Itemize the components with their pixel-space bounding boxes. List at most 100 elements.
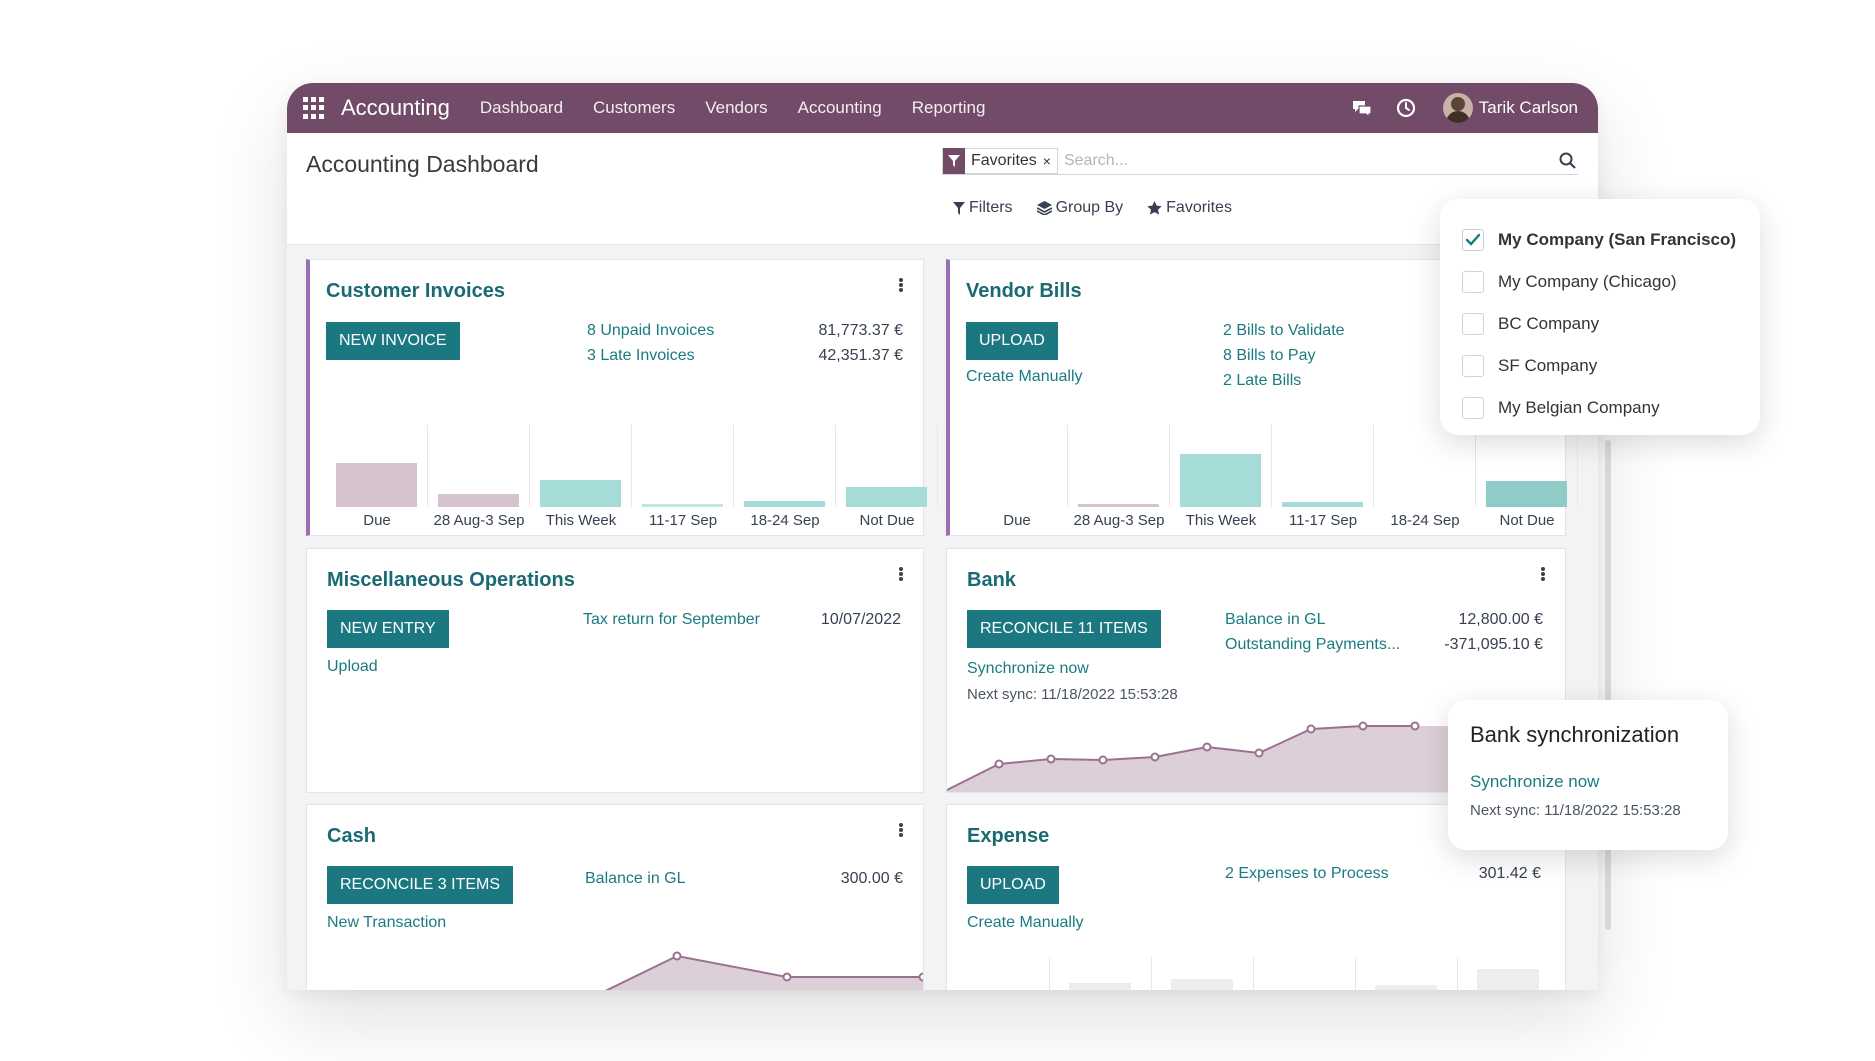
bar-label: This Week	[1185, 512, 1257, 529]
user-avatar[interactable]	[1442, 93, 1473, 123]
bar-column[interactable]	[632, 425, 734, 507]
bar-label: 18-24 Sep	[750, 512, 820, 529]
late-invoices-link[interactable]: 3 Late Invoices	[587, 347, 695, 364]
create-bill-manually-link[interactable]: Create Manually	[966, 368, 1083, 385]
card-title[interactable]: Expense	[967, 825, 1050, 847]
card-title[interactable]: Bank	[967, 569, 1016, 591]
search-input[interactable]	[1063, 151, 1556, 170]
journal-card-customer-invoices: Customer Invoices NEW INVOICE 8 Unpaid I…	[306, 259, 938, 536]
nav-accounting[interactable]: Accounting	[797, 98, 882, 117]
bank-balance-line-chart	[947, 721, 1565, 792]
card-title[interactable]: Customer Invoices	[326, 280, 505, 302]
upload-bill-button[interactable]: UPLOAD	[966, 322, 1058, 360]
facet-label: Favorites	[971, 151, 1037, 169]
company-option[interactable]: My Company (San Francisco)	[1462, 219, 1738, 261]
expenses-amount: 301.42 €	[1478, 865, 1541, 882]
nav-customers[interactable]: Customers	[593, 98, 676, 117]
more-options-icon[interactable]	[899, 567, 903, 581]
more-options-icon[interactable]	[899, 278, 903, 292]
new-transaction-link[interactable]: New Transaction	[327, 914, 447, 931]
bar-column[interactable]	[1476, 425, 1578, 507]
company-option[interactable]: BC Company	[1462, 303, 1738, 345]
nav-dashboard[interactable]: Dashboard	[479, 98, 564, 117]
late-bills-link[interactable]: 2 Late Bills	[1223, 372, 1302, 389]
checkbox[interactable]	[1462, 271, 1484, 293]
bar-label: This Week	[545, 512, 617, 529]
user-name[interactable]: Tarik Carlson	[1478, 98, 1578, 117]
bar-11-17sep	[1282, 502, 1363, 507]
card-title[interactable]: Cash	[327, 825, 376, 847]
facet-remove-icon[interactable]: ×	[1042, 152, 1051, 169]
more-options-icon[interactable]	[899, 823, 903, 837]
new-entry-button[interactable]: NEW ENTRY	[327, 610, 449, 648]
outstanding-payments-amount: -371,095.10 €	[1444, 636, 1543, 653]
company-option[interactable]: My Belgian Company	[1462, 387, 1738, 429]
apps-menu-icon[interactable]	[303, 97, 325, 119]
bar-column[interactable]	[1272, 425, 1374, 507]
nav-reporting[interactable]: Reporting	[911, 98, 986, 117]
expense-bar-chart	[947, 957, 1565, 990]
bar-column[interactable]	[1374, 425, 1476, 507]
cash-balance-in-gl-link[interactable]: Balance in GL	[585, 870, 686, 887]
journal-card-misc-operations: Miscellaneous Operations NEW ENTRY Uploa…	[306, 548, 924, 793]
bar-label: Due	[363, 512, 391, 529]
bar-28aug-3sep	[1078, 504, 1159, 507]
bar-28aug-3sep	[438, 494, 519, 507]
outstanding-payments-link[interactable]: Outstanding Payments...	[1225, 636, 1401, 653]
bar-due	[336, 463, 417, 507]
more-options-icon[interactable]	[1541, 567, 1545, 581]
activity-clock-icon[interactable]	[1393, 95, 1419, 121]
popup-synchronize-now-link[interactable]: Synchronize now	[1470, 772, 1600, 791]
bar-column[interactable]	[966, 425, 1068, 507]
bills-to-validate-link[interactable]: 2 Bills to Validate	[1223, 322, 1345, 339]
bar	[1171, 979, 1233, 990]
company-option[interactable]: SF Company	[1462, 345, 1738, 387]
card-title[interactable]: Miscellaneous Operations	[327, 569, 575, 591]
synchronize-now-link[interactable]: Synchronize now	[967, 660, 1089, 677]
chat-icon[interactable]	[1349, 95, 1375, 121]
company-name: My Belgian Company	[1498, 398, 1660, 417]
checkbox[interactable]	[1462, 355, 1484, 377]
upload-entry-link[interactable]: Upload	[327, 658, 378, 675]
bills-to-pay-link[interactable]: 8 Bills to Pay	[1223, 347, 1316, 364]
bar-column[interactable]	[734, 425, 836, 507]
star-icon	[1147, 201, 1162, 215]
bar-column[interactable]	[1170, 425, 1272, 507]
popup-title: Bank synchronization	[1470, 722, 1680, 747]
chart-divider	[1151, 957, 1152, 990]
reconcile-bank-button[interactable]: RECONCILE 11 ITEMS	[967, 610, 1161, 648]
bar-column[interactable]	[326, 425, 428, 507]
search-bar: Favorites ×	[942, 147, 1578, 175]
app-brand[interactable]: Accounting	[341, 95, 450, 120]
bar-label: 28 Aug-3 Sep	[1073, 512, 1165, 529]
chart-divider	[1049, 957, 1050, 990]
company-name: BC Company	[1498, 314, 1600, 333]
bar-11-17sep	[642, 504, 723, 507]
bar-column[interactable]	[530, 425, 632, 507]
bar-column[interactable]	[836, 425, 938, 507]
filters-button[interactable]: Filters	[953, 199, 1013, 217]
reconcile-cash-button[interactable]: RECONCILE 3 ITEMS	[327, 866, 514, 904]
card-title[interactable]: Vendor Bills	[966, 280, 1082, 302]
journal-card-cash: Cash RECONCILE 3 ITEMS New Transaction B…	[306, 804, 924, 990]
unpaid-invoices-link[interactable]: 8 Unpaid Invoices	[587, 322, 715, 339]
bills-bar-chart: Due 28 Aug-3 Sep This Week 11-17 Sep 18-…	[966, 425, 1578, 535]
company-option[interactable]: My Company (Chicago)	[1462, 261, 1738, 303]
checkbox-checked[interactable]	[1462, 229, 1484, 251]
expenses-to-process-link[interactable]: 2 Expenses to Process	[1225, 865, 1389, 882]
tax-return-link[interactable]: Tax return for September	[583, 611, 760, 628]
bar-column[interactable]	[428, 425, 530, 507]
create-expense-manually-link[interactable]: Create Manually	[967, 914, 1084, 931]
dashboard-scrollbar[interactable]	[1605, 440, 1611, 930]
new-invoice-button[interactable]: NEW INVOICE	[326, 322, 460, 360]
upload-expense-button[interactable]: UPLOAD	[967, 866, 1059, 904]
favorites-button[interactable]: Favorites	[1147, 199, 1232, 217]
checkbox[interactable]	[1462, 397, 1484, 419]
balance-in-gl-link[interactable]: Balance in GL	[1225, 611, 1326, 628]
group-by-button[interactable]: Group By	[1036, 199, 1123, 217]
checkbox[interactable]	[1462, 313, 1484, 335]
bar-column[interactable]	[1068, 425, 1170, 507]
bar-label: 11-17 Sep	[648, 512, 718, 529]
nav-vendors[interactable]: Vendors	[705, 98, 768, 117]
search-icon[interactable]	[1556, 150, 1578, 172]
